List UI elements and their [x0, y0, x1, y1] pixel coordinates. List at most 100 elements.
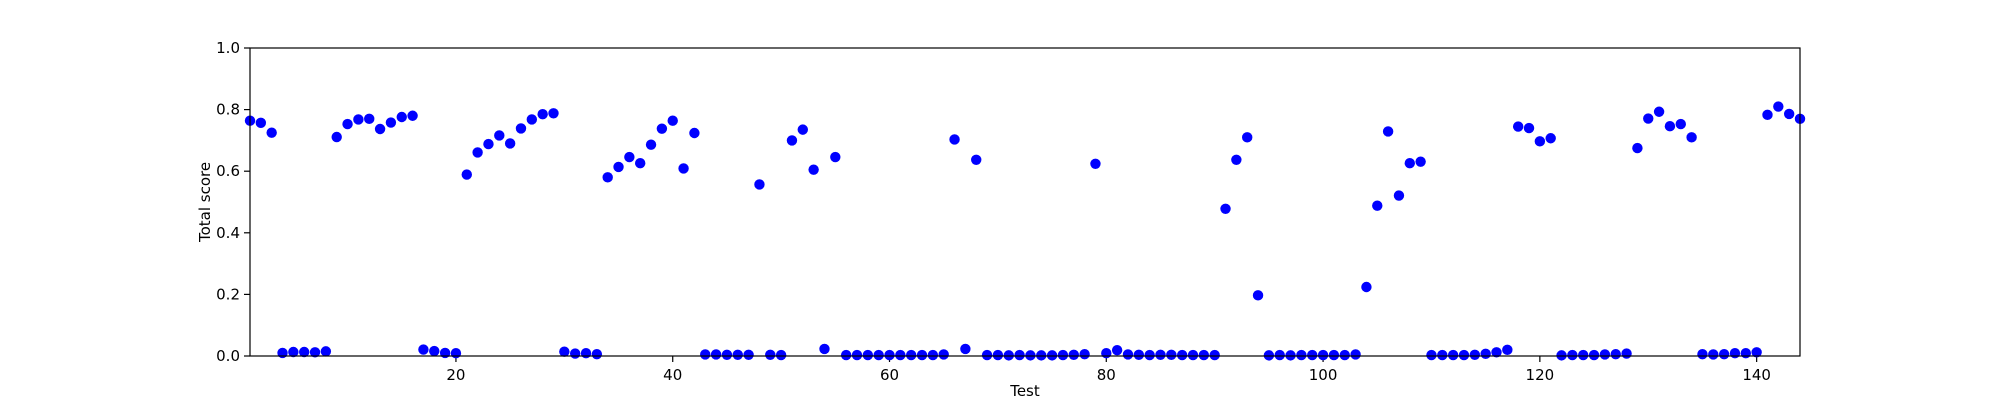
- data-point: [873, 349, 884, 361]
- data-point: [1231, 154, 1242, 166]
- data-point: [1079, 348, 1090, 360]
- data-point: [396, 111, 407, 123]
- data-point: [1621, 348, 1632, 359]
- data-point: [1046, 350, 1058, 361]
- data-point: [461, 169, 472, 180]
- data-point: [374, 123, 386, 135]
- data-point: [830, 151, 841, 163]
- data-point: [1675, 118, 1686, 130]
- data-point: [851, 349, 863, 361]
- y-tick-label: 0.4: [216, 224, 240, 242]
- data-point: [559, 346, 570, 357]
- data-point: [927, 349, 939, 361]
- data-point: [407, 110, 418, 121]
- data-point: [960, 343, 971, 355]
- data-point: [1036, 350, 1047, 361]
- data-point: [1220, 203, 1231, 214]
- data-point: [1090, 158, 1101, 170]
- data-point: [1166, 349, 1177, 360]
- y-tick-label: 1.0: [216, 39, 240, 57]
- data-point: [949, 134, 960, 145]
- axis-ticks: [244, 47, 1758, 362]
- data-point: [591, 348, 603, 360]
- data-point: [1437, 349, 1448, 361]
- data-point: [1447, 349, 1459, 361]
- data-point: [1740, 348, 1752, 359]
- x-tick-labels: 20 40 60 80 100 120 140: [446, 366, 1771, 384]
- data-point: [309, 347, 321, 358]
- data-point: [1393, 190, 1405, 201]
- data-point: [992, 349, 1004, 361]
- data-point: [1285, 350, 1296, 361]
- data-point: [429, 345, 440, 357]
- x-tick-label: 60: [880, 366, 899, 384]
- data-point: [1545, 133, 1556, 144]
- data-point: [1111, 344, 1123, 356]
- data-point: [971, 154, 982, 166]
- data-point: [884, 349, 895, 361]
- data-point: [1198, 349, 1210, 361]
- data-point: [689, 127, 700, 139]
- data-point: [743, 349, 754, 360]
- data-point: [645, 139, 657, 150]
- data-point: [1664, 121, 1676, 132]
- plot-frame: [249, 47, 1801, 357]
- data-point: [1458, 349, 1470, 361]
- y-tick-label: 0.8: [216, 101, 240, 119]
- x-tick-label: 40: [663, 366, 682, 384]
- data-point: [1068, 349, 1079, 360]
- data-point: [1339, 349, 1350, 361]
- data-point: [494, 130, 505, 141]
- data-point: [569, 348, 581, 359]
- data-point: [526, 114, 538, 125]
- data-point: [418, 344, 429, 355]
- data-point: [721, 349, 733, 360]
- x-tick-label: 140: [1742, 366, 1771, 384]
- data-point: [1404, 157, 1415, 169]
- data-point: [472, 147, 483, 158]
- data-point: [916, 349, 928, 361]
- data-point: [298, 346, 310, 358]
- data-point: [754, 179, 765, 190]
- data-point: [765, 349, 776, 360]
- x-tick-label: 120: [1526, 366, 1555, 384]
- data-point: [1209, 349, 1220, 361]
- data-point: [450, 348, 462, 359]
- data-point: [1480, 348, 1491, 360]
- data-point: [613, 161, 624, 173]
- data-point: [732, 349, 743, 360]
- y-tick-label: 0.6: [216, 162, 240, 180]
- y-axis-label: Total score: [196, 162, 214, 243]
- data-point: [1523, 122, 1535, 134]
- data-point: [1556, 350, 1567, 361]
- data-point: [1512, 121, 1524, 132]
- x-tick-label: 100: [1309, 366, 1338, 384]
- data-point: [1296, 349, 1307, 361]
- data-point: [331, 131, 342, 143]
- data-point: [602, 172, 613, 183]
- data-point: [819, 343, 830, 355]
- data-point: [483, 138, 494, 150]
- data-point: [1144, 349, 1155, 361]
- data-point: [1729, 348, 1741, 359]
- data-point: [1328, 349, 1340, 361]
- data-point: [1502, 344, 1513, 356]
- data-point: [905, 349, 917, 361]
- data-point: [635, 157, 646, 169]
- data-point: [1491, 347, 1502, 358]
- data-point: [353, 114, 364, 125]
- data-point: [1783, 108, 1795, 120]
- data-point: [1567, 349, 1578, 361]
- data-point: [1361, 281, 1372, 293]
- data-point: [1469, 349, 1481, 360]
- data-point: [537, 109, 548, 120]
- data-point: [1101, 348, 1112, 359]
- data-point: [624, 151, 635, 163]
- data-point: [667, 115, 678, 126]
- data-point: [1773, 101, 1784, 112]
- data-point: [710, 349, 722, 360]
- data-point: [320, 346, 332, 357]
- data-point: [840, 349, 852, 361]
- data-point: [786, 135, 798, 146]
